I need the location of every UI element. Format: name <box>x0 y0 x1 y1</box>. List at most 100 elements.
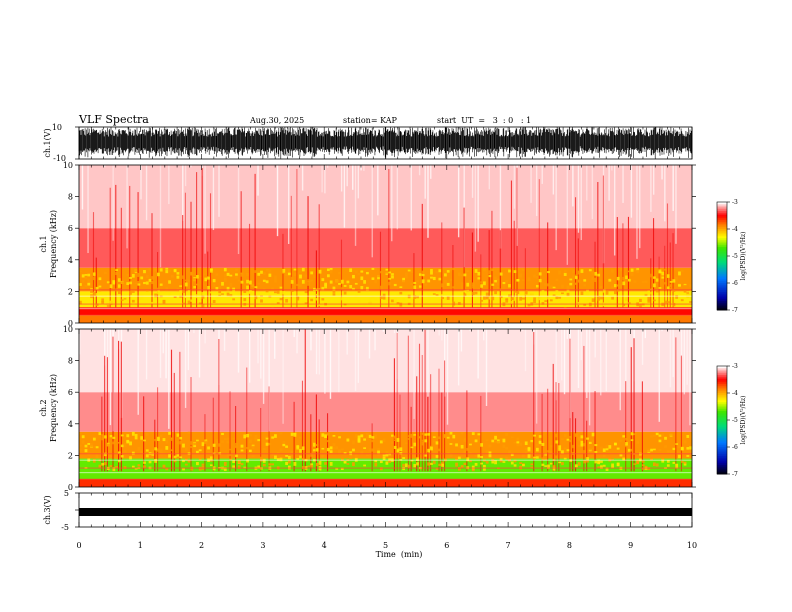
spectrogram-fleck <box>92 437 96 441</box>
colorbar-swatch <box>717 409 727 412</box>
spectrogram-fleck <box>324 462 327 465</box>
spectrogram-streak <box>424 329 426 472</box>
spectrogram-fleck <box>363 438 366 441</box>
spectrogram-fleck <box>229 453 233 456</box>
spectrogram-fleck <box>326 432 330 436</box>
colorbar-swatch <box>717 256 727 259</box>
spectrogram-fleck <box>402 466 406 471</box>
colorbar-swatch <box>717 403 727 407</box>
spectrogram-fleck <box>485 460 489 464</box>
spectrogram-fleck <box>304 302 308 305</box>
spectrogram-fleck <box>346 284 350 287</box>
spectrogram-fleck <box>179 440 183 445</box>
spectrogram-fleck <box>335 447 339 450</box>
spectrogram-fleck <box>566 438 570 441</box>
spectrogram-fleck <box>382 438 386 443</box>
spectrogram-fleck <box>81 274 85 278</box>
spectrogram-streak <box>301 165 304 191</box>
spectrogram-streak <box>675 337 677 472</box>
spectrogram-fleck <box>290 450 294 454</box>
spectrogram-fleck <box>432 276 436 281</box>
spectrogram-fleck <box>120 281 124 284</box>
spectrogram-fleck <box>544 465 548 467</box>
spectrogram-fleck <box>633 463 637 465</box>
spectrogram-fleck <box>257 439 261 442</box>
spectrogram-fleck <box>658 269 662 274</box>
spectrogram-fleck <box>229 274 233 277</box>
spectrogram-fleck <box>329 269 333 274</box>
spectrogram-streak <box>494 165 496 168</box>
spectrogram-fleck <box>683 461 687 464</box>
colorbar-swatch <box>717 304 727 307</box>
spectrogram-fleck <box>449 278 453 281</box>
ch3-waveform-yticks: 5-5 <box>61 489 79 532</box>
spectrogram-fleck <box>647 299 651 303</box>
time-tick-label: 6 <box>444 541 449 550</box>
spectrogram-fleck <box>162 291 166 294</box>
spectrogram-streak <box>173 372 175 472</box>
spectrogram-fleck <box>625 442 628 446</box>
spectrogram-fleck <box>240 280 244 284</box>
spectrogram-fleck <box>619 454 623 457</box>
spectrogram-fleck <box>162 464 166 469</box>
spectrogram-fleck <box>516 279 520 282</box>
spectrogram-fleck <box>480 443 484 447</box>
spectrogram-fleck <box>622 435 626 438</box>
spectrogram-fleck <box>463 450 467 455</box>
spectrogram-fleck <box>143 303 146 306</box>
spectrogram-fleck <box>388 460 392 463</box>
spectrogram-fleck <box>600 465 603 469</box>
colorbar-swatch <box>717 376 727 380</box>
spectrogram-fleck <box>307 279 311 283</box>
spectrogram-fleck <box>396 292 400 296</box>
spectrogram-fleck <box>168 280 171 284</box>
spectrogram-fleck <box>502 281 506 285</box>
spectrogram-fleck <box>469 460 472 463</box>
spectrogram-fleck <box>678 454 681 459</box>
spectrogram-streak <box>574 197 577 308</box>
spectrogram-fleck <box>457 445 461 448</box>
spectrogram-fleck <box>488 453 492 458</box>
spectrogram-fleck <box>421 274 425 277</box>
spectrogram-fleck <box>639 303 642 308</box>
spectrogram-fleck <box>201 442 205 447</box>
spectrogram-fleck <box>675 464 679 469</box>
spectrogram-fleck <box>137 272 141 277</box>
spectrogram-fleck <box>410 282 414 285</box>
spectrogram-fleck <box>441 294 445 297</box>
spectrogram-streak <box>179 351 181 472</box>
spectrogram-fleck <box>455 443 458 447</box>
spectrogram-streak <box>661 165 663 180</box>
spectrogram-fleck <box>416 462 419 466</box>
spectrogram-fleck <box>388 453 392 456</box>
colorbar-tick-label: -5 <box>732 417 738 424</box>
spectrogram-streak <box>488 165 490 190</box>
spectrogram-fleck <box>508 457 511 462</box>
spectrogram-fleck <box>335 279 339 283</box>
ch1-waveform-ylabel: ch.1(V) <box>43 128 52 157</box>
spectrogram-fleck <box>396 302 400 306</box>
spectrogram-streak <box>430 374 432 472</box>
spectrogram-fleck <box>597 297 601 301</box>
spectrogram-fleck <box>502 438 506 443</box>
spectrogram-fleck <box>198 466 202 471</box>
spectrogram-fleck <box>246 272 249 277</box>
spectrogram-fleck <box>457 456 461 460</box>
ch3-ytick-label: -5 <box>61 523 69 532</box>
spectrogram-fleck <box>98 432 102 436</box>
spectrogram-fleck <box>577 301 581 306</box>
spectrogram-fleck <box>326 274 330 278</box>
spectrogram-fleck <box>619 283 623 288</box>
spectrogram-fleck <box>235 268 238 272</box>
spectrogram-fleck <box>416 295 419 299</box>
spectrogram-fleck <box>399 451 403 455</box>
spectrogram-fleck <box>368 434 372 438</box>
spectrogram-streak <box>488 230 490 308</box>
spectrogram-fleck <box>176 441 180 445</box>
spectrogram-fleck <box>223 277 227 282</box>
spectrogram-fleck <box>535 284 539 288</box>
spectrogram-fleck <box>402 457 406 460</box>
spectrogram-fleck <box>151 276 155 280</box>
spectrogram-fleck <box>207 446 210 450</box>
